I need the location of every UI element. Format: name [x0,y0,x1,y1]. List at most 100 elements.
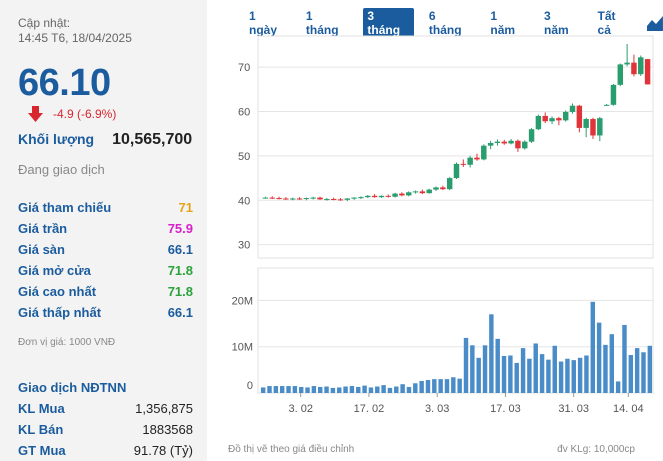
candle-body [405,192,412,196]
volume-row: Khối lượng 10,565,700 [18,131,193,149]
volume-bar [571,360,576,393]
volume-bar [482,345,488,393]
volume-bar [362,385,367,393]
candle-body [617,64,624,85]
candle-body [631,62,637,75]
candle-body [644,59,651,85]
stat-value: 66.1 [167,305,193,320]
candle-body [303,198,310,200]
candle-body [289,198,296,200]
volume-bar [387,387,393,393]
updated-label: Cập nhật: [18,16,71,30]
tab-3-months[interactable]: 3 tháng [363,8,414,38]
period-tabs: 1 ngày 1 tháng 3 tháng 6 tháng 1 năm 3 n… [245,8,663,38]
volume-bar [324,386,329,393]
volume-bar [425,380,431,393]
foreign-value: 91.78 (Tỷ) [133,443,193,458]
volume-bar [603,344,608,393]
candle-body [528,129,535,142]
volume-bar [489,314,494,393]
candle-body [460,163,467,165]
volume-bar [501,355,507,393]
arrow-down-icon [28,106,43,122]
volume-bar [609,334,615,393]
volume-bar [375,386,380,393]
volume-bar [330,387,336,393]
candle-body [569,105,576,112]
updated-value: 14:45 T6, 18/04/2025 [18,31,132,45]
tab-3-years[interactable]: 3 năm [543,9,569,37]
candle-body [590,119,596,136]
tab-1-month[interactable]: 1 tháng [305,9,339,37]
candle-body [474,157,480,160]
candlestick-plot: 30 40 50 60 70 [238,35,654,259]
candle-body [262,197,269,199]
x-tick-label: 17. 03 [490,403,521,415]
volume-bar [546,359,551,393]
volume-bar [343,386,348,393]
candle-body [385,195,391,197]
area-chart-icon[interactable] [647,15,663,31]
x-tick-label: 14. 04 [613,403,644,415]
volume-bar [596,322,602,393]
stat-value: 71.8 [167,284,193,299]
volume-bar [565,358,570,393]
candle-body [487,143,494,146]
candle-body [508,140,514,144]
candle-body [392,193,398,197]
volume-unit-note: đv KLg: 10,000cp [557,444,635,455]
candle-body [337,199,344,201]
quote-panel: Cập nhật: 14:45 T6, 18/04/2025 66.10 -4.… [0,0,207,461]
candle-body [344,198,351,200]
volume-bar [451,377,456,393]
volume-bar [400,384,405,393]
foreign-label: GT Mua [18,443,66,458]
candle-body [440,187,446,190]
candle-body [446,178,453,190]
candle-body [542,115,548,122]
price-tick-label: 30 [238,240,250,252]
price-plot-frame [257,35,654,259]
volume-bar [292,386,298,393]
volume-bar [286,386,291,393]
candle-body [576,105,583,128]
volume-bar [495,338,500,393]
volume-bar [356,386,361,393]
volume-tick-label: 20M [232,295,253,307]
stat-label: Giá tham chiếu [18,200,112,215]
candle-body [276,198,282,200]
volume-bar [520,348,526,393]
foreign-trade-title: Giao dịch NĐTNN [18,380,127,395]
candle-body [426,189,432,194]
candle-body [317,197,323,200]
volume-bar [267,386,272,393]
volume-plot-frame [257,267,654,394]
stat-label: Giá sàn [18,242,65,257]
adjusted-price-note: Đồ thị vẽ theo giá điều chỉnh [228,444,355,455]
stat-ceiling: Giá trần 75.9 [18,221,193,242]
candle-body [624,62,630,65]
foreign-buy-value: GT Mua 91.78 (Tỷ) [18,443,193,461]
volume-bar [615,381,621,393]
volume-bar [298,386,304,393]
volume-bar [622,324,627,393]
volume-bar [311,386,317,393]
x-tick-label: 3. 02 [288,403,312,415]
candle-body [556,118,562,121]
volume-plot: 0 10M 20M 3. 02 17. 02 3. 03 17. 03 31. 03 14. 0… [232,267,654,415]
tab-6-months[interactable]: 6 tháng [428,9,462,37]
tab-all[interactable]: Tất cả [597,9,616,37]
volume-value: 10,565,700 [112,131,193,148]
volume-bar [260,387,266,393]
volume-bar [381,385,386,393]
tab-1-day[interactable]: 1 ngày [249,9,278,37]
volume-bar [514,362,519,393]
tab-1-year[interactable]: 1 năm [490,9,516,37]
trading-status: Đang giao dịch [18,162,105,177]
foreign-value: 1,356,875 [135,401,193,416]
volume-bar [305,387,310,393]
candle-body [269,197,275,199]
price-tick-label: 50 [238,151,250,163]
candle-body [283,198,289,200]
